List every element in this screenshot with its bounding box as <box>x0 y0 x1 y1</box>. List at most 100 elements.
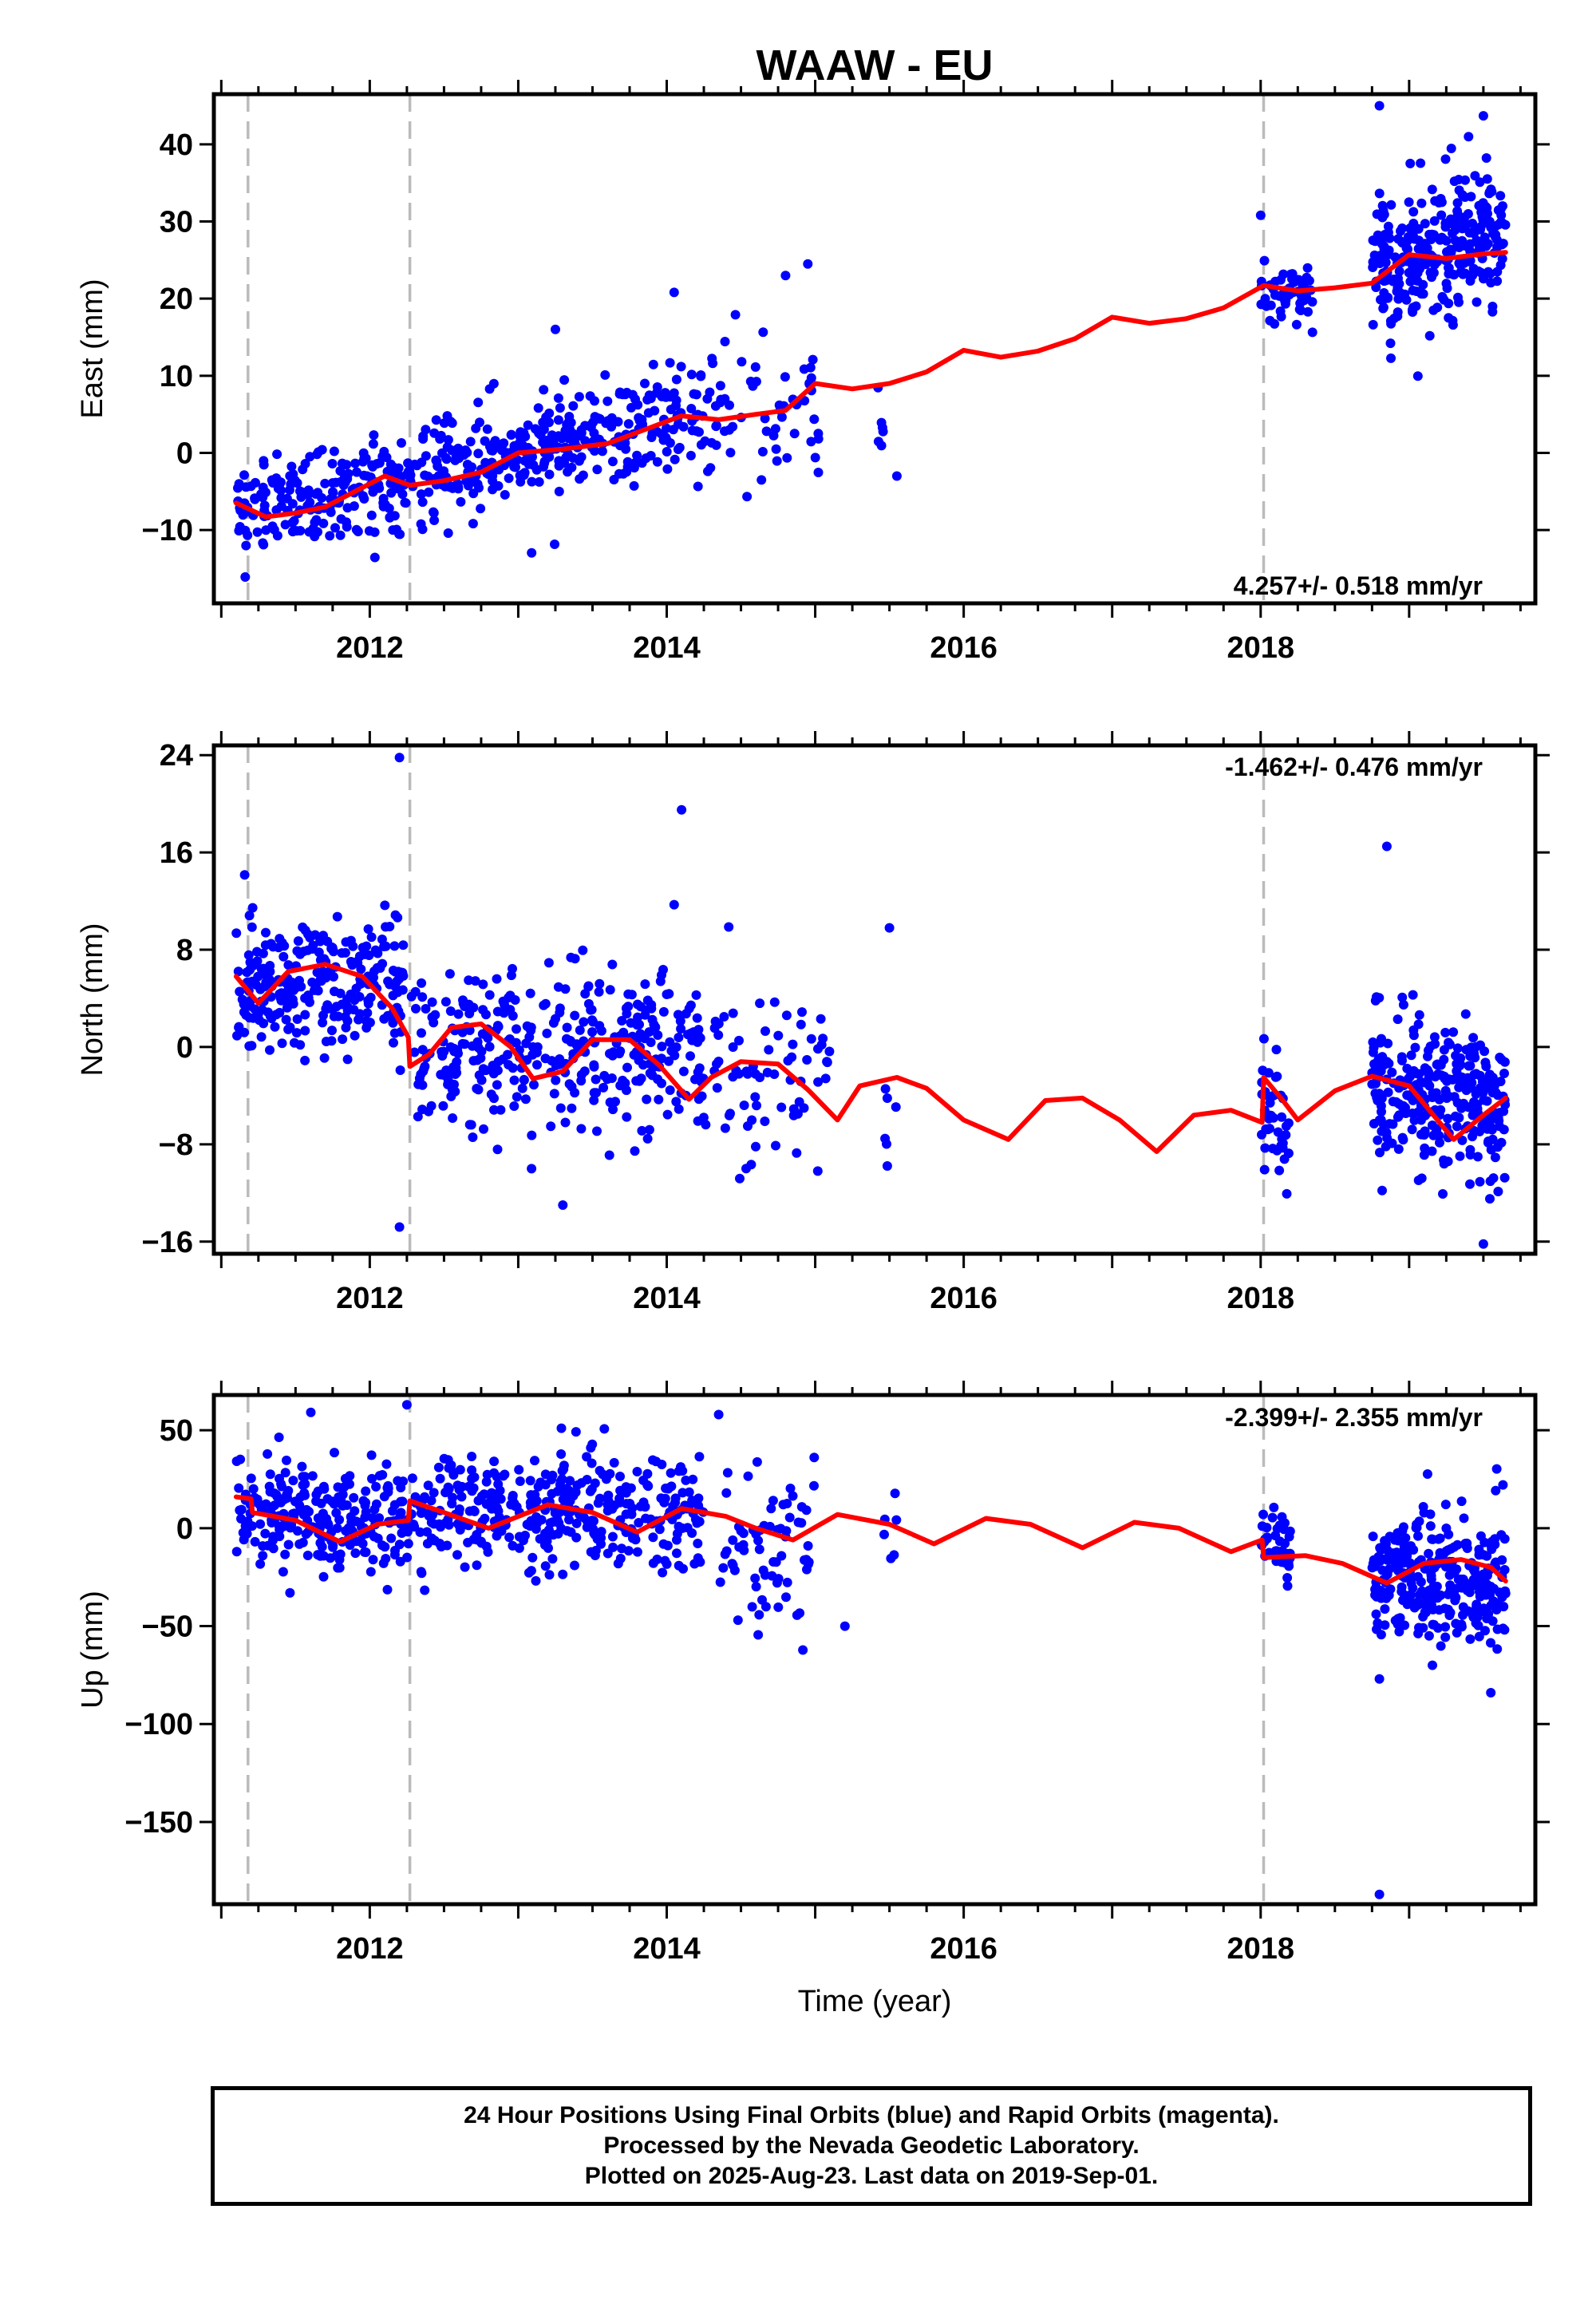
data-point <box>1487 1541 1496 1551</box>
data-point <box>1479 274 1488 284</box>
data-point <box>1468 1132 1477 1142</box>
data-point <box>285 1022 295 1033</box>
data-point <box>1472 297 1482 307</box>
data-point <box>276 1497 286 1508</box>
data-point <box>728 1008 738 1018</box>
data-point <box>472 1560 482 1571</box>
data-point <box>595 978 605 989</box>
data-point <box>768 1496 778 1506</box>
data-point <box>664 989 674 999</box>
data-point <box>743 1471 753 1481</box>
data-point <box>1472 237 1483 247</box>
y-axis-label: Up (mm) <box>76 1591 109 1709</box>
data-point <box>275 1531 285 1542</box>
x-axis-label: Time (year) <box>798 1985 952 2018</box>
data-point <box>1423 1051 1432 1061</box>
data-point <box>1439 235 1449 245</box>
data-point <box>255 1559 266 1569</box>
data-point <box>291 1028 302 1038</box>
data-point <box>1440 154 1451 164</box>
data-point <box>337 999 347 1010</box>
data-point <box>670 1497 680 1508</box>
data-point <box>792 1148 802 1158</box>
data-point <box>484 384 495 394</box>
data-point <box>1399 1541 1409 1551</box>
data-point <box>1428 1088 1438 1098</box>
data-point <box>231 928 242 939</box>
data-point <box>653 1030 663 1040</box>
data-point <box>365 1567 376 1577</box>
data-point <box>764 1521 775 1531</box>
data-point <box>562 1022 572 1033</box>
data-point <box>1397 1055 1407 1065</box>
data-point <box>728 1560 738 1571</box>
data-point <box>1499 1124 1509 1135</box>
data-point <box>609 1457 619 1468</box>
data-point <box>360 1500 370 1511</box>
data-point <box>331 1551 342 1560</box>
data-point <box>1470 1567 1479 1577</box>
data-point <box>389 1550 400 1560</box>
data-point <box>480 1513 490 1524</box>
data-point <box>275 477 286 488</box>
data-point <box>755 1073 765 1082</box>
y-tick-label: −100 <box>124 1708 193 1741</box>
data-point <box>371 1481 381 1492</box>
data-point <box>1475 1126 1485 1136</box>
data-point <box>1498 201 1507 211</box>
data-point <box>464 1506 475 1516</box>
data-point <box>715 1577 725 1587</box>
data-point <box>258 1541 268 1551</box>
data-point <box>564 412 575 421</box>
data-point <box>1444 1039 1455 1049</box>
data-point <box>660 1493 670 1504</box>
data-point <box>424 487 434 497</box>
data-point <box>433 471 444 481</box>
data-point <box>521 1038 531 1049</box>
data-point <box>1465 1634 1476 1644</box>
data-point <box>369 430 379 441</box>
data-point <box>1464 132 1474 142</box>
data-point <box>891 471 902 481</box>
data-point <box>252 956 263 966</box>
data-point <box>255 1519 266 1529</box>
data-point <box>1375 1148 1385 1158</box>
data-point <box>634 1518 644 1528</box>
data-point <box>1465 1179 1475 1189</box>
data-point <box>237 994 247 1005</box>
data-point <box>358 456 368 467</box>
data-point <box>608 1542 618 1552</box>
data-point <box>801 1505 812 1516</box>
data-point <box>232 1030 242 1041</box>
data-point <box>1371 992 1381 1002</box>
data-point <box>267 1503 277 1513</box>
data-point <box>1271 1045 1282 1055</box>
data-point <box>578 470 588 480</box>
data-point <box>1420 259 1431 270</box>
data-point <box>417 524 428 535</box>
data-point <box>456 496 466 507</box>
data-point <box>303 929 313 939</box>
data-point <box>396 1508 406 1518</box>
data-point <box>308 524 318 534</box>
data-point <box>1454 1113 1464 1123</box>
data-point <box>454 453 464 464</box>
data-point <box>1373 1135 1383 1145</box>
data-point <box>1385 338 1396 349</box>
data-point <box>411 1003 421 1014</box>
data-point <box>1422 243 1432 253</box>
data-point <box>260 488 271 497</box>
data-points <box>233 101 1511 582</box>
panel-north: −16 −8 0 8 16 24 2012 2014 2016 2018 North (mm) -1.… <box>76 731 1550 1315</box>
data-point <box>693 1493 704 1504</box>
data-point <box>622 1062 632 1073</box>
data-point <box>282 1455 291 1465</box>
data-point <box>594 986 604 997</box>
data-point <box>741 1164 751 1174</box>
data-point <box>300 1490 310 1500</box>
data-point <box>388 1018 398 1028</box>
data-point <box>337 458 347 468</box>
data-point <box>1413 1107 1424 1117</box>
data-point <box>1397 992 1408 1002</box>
data-point <box>420 1585 430 1595</box>
